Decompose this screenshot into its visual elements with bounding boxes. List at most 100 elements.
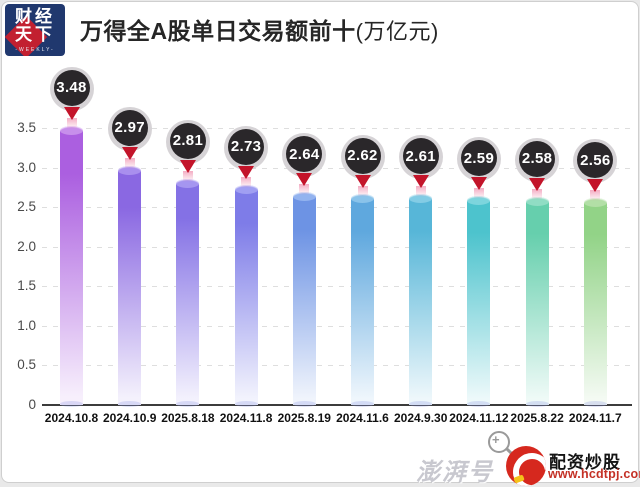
bar xyxy=(118,165,142,407)
marker-pin-icon xyxy=(529,177,546,191)
marker-pin-icon xyxy=(587,179,604,193)
bar xyxy=(409,194,433,407)
logo-weekly-label: -WEEKLY- xyxy=(15,46,55,53)
brand-logo-icon xyxy=(506,446,546,486)
marker-pink-trail xyxy=(66,117,77,129)
brand-watermark-url: www.hcdtpj.com xyxy=(548,467,640,481)
bar xyxy=(234,184,258,407)
value-marker: 2.58 xyxy=(515,137,560,201)
marker-value-bubble: 2.97 xyxy=(111,109,148,146)
magnifier-lens xyxy=(488,431,510,453)
bar xyxy=(60,125,83,407)
bar xyxy=(292,192,316,407)
zoom-magnifier-icon[interactable]: + xyxy=(488,431,518,461)
page-title-main: 万得全A股单日交易额前十 xyxy=(80,18,356,44)
x-tick-label: 2024.11.6 xyxy=(336,411,389,425)
bar-top-ellipse xyxy=(409,194,433,204)
marker-pin-icon xyxy=(179,159,196,173)
x-tick-label: 2024.11.8 xyxy=(219,411,273,425)
bar-top-ellipse xyxy=(60,125,83,135)
bar-top-ellipse xyxy=(176,178,200,188)
value-marker: 3.48 xyxy=(49,66,94,130)
y-tick-label: 1.5 xyxy=(17,278,36,294)
bar xyxy=(467,196,491,407)
grid-line xyxy=(42,286,632,288)
y-tick-label: 1.0 xyxy=(17,317,36,333)
bar-base-ellipse xyxy=(525,400,549,407)
bar-base-ellipse xyxy=(60,400,83,407)
y-tick-label: 2.5 xyxy=(17,199,36,215)
marker-pink-trail xyxy=(532,188,543,200)
bar-base-ellipse xyxy=(234,400,258,407)
marker-value-bubble: 2.64 xyxy=(286,136,323,173)
bar-top-ellipse xyxy=(292,192,316,202)
marker-pin-icon xyxy=(121,146,138,160)
bar xyxy=(351,193,374,407)
bar xyxy=(176,178,200,407)
brand-watermark-text: 配资炒股 xyxy=(549,453,621,472)
x-tick-label: 2024.10.8 xyxy=(44,411,99,425)
marker-pin-icon xyxy=(63,106,80,120)
bar-base-ellipse xyxy=(409,400,433,407)
value-marker: 2.81 xyxy=(165,119,210,183)
marker-pink-trail xyxy=(357,185,368,197)
marker-value-bubble: 2.73 xyxy=(228,128,265,165)
grid-line xyxy=(42,167,632,169)
value-marker: 2.56 xyxy=(573,139,618,202)
grid-line xyxy=(42,365,632,367)
value-marker: 2.64 xyxy=(282,133,327,196)
bar-base-ellipse xyxy=(292,400,316,407)
x-tick-label: 2025.8.22 xyxy=(510,411,564,425)
x-tick-label: 2025.8.18 xyxy=(161,411,215,425)
page-title: 万得全A股单日交易额前十(万亿元) xyxy=(80,15,439,47)
grid-line xyxy=(42,325,632,327)
marker-pin-icon xyxy=(354,174,371,188)
marker-pink-trail xyxy=(299,184,310,196)
marker-value-bubble: 3.48 xyxy=(53,69,90,106)
magnifier-plus-sign: + xyxy=(492,432,500,447)
bar-base-ellipse xyxy=(583,400,607,407)
marker-value-bubble: 2.81 xyxy=(169,122,206,159)
marker-pink-trail xyxy=(124,157,135,169)
value-marker: 2.97 xyxy=(107,106,152,170)
marker-pink-trail xyxy=(182,170,193,182)
brand-logo-swirl xyxy=(506,446,546,486)
y-tick-label: 0.5 xyxy=(17,357,36,373)
x-tick-label: 2024.9.30 xyxy=(393,411,448,425)
marker-value-bubble: 2.61 xyxy=(402,138,439,175)
bar xyxy=(525,196,549,407)
pengpai-watermark-text: 澎湃号 xyxy=(416,459,494,486)
marker-pin-icon xyxy=(412,175,429,189)
bar-top-ellipse xyxy=(525,196,549,206)
bar-top-ellipse xyxy=(234,184,258,194)
marker-pink-trail xyxy=(473,188,484,200)
logo-text-line2: 天下 xyxy=(15,24,55,44)
marker-pink-trail xyxy=(241,176,252,188)
x-tick-label: 2024.11.7 xyxy=(568,411,622,425)
logo-text-line1: 财经 xyxy=(15,6,55,26)
marker-pink-trail xyxy=(415,186,426,198)
grid-line xyxy=(42,128,632,129)
caijing-tianxia-logo: 财经 天下 -WEEKLY- xyxy=(5,4,65,56)
y-tick-label: 3.5 xyxy=(17,120,36,135)
bar-top-ellipse xyxy=(118,165,142,175)
value-marker: 2.62 xyxy=(340,134,385,198)
marker-value-bubble: 2.58 xyxy=(519,140,556,177)
bar-base-ellipse xyxy=(467,400,491,407)
marker-value-bubble: 2.56 xyxy=(577,142,614,179)
x-tick-label: 2024.10.9 xyxy=(102,411,157,425)
bar-base-ellipse xyxy=(351,400,374,407)
y-tick-label: 3.0 xyxy=(17,159,36,175)
axis-baseline xyxy=(42,404,632,406)
marker-pin-icon xyxy=(238,165,255,179)
value-marker: 2.61 xyxy=(398,135,443,198)
x-tick-label: 2024.11.12 xyxy=(449,411,509,425)
bar xyxy=(583,198,607,407)
marker-value-bubble: 2.59 xyxy=(460,140,497,177)
bar-top-ellipse xyxy=(583,198,607,208)
y-tick-label: 2.0 xyxy=(17,238,36,254)
marker-value-bubble: 2.62 xyxy=(344,137,381,174)
marker-pin-icon xyxy=(296,173,313,187)
value-marker: 2.73 xyxy=(224,125,269,189)
